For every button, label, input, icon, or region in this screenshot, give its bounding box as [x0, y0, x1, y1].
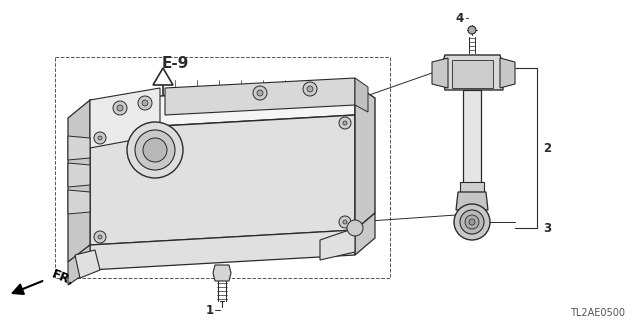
- Polygon shape: [442, 55, 503, 90]
- Circle shape: [347, 220, 363, 236]
- Polygon shape: [68, 190, 90, 214]
- Polygon shape: [165, 78, 355, 115]
- Circle shape: [257, 90, 263, 96]
- Polygon shape: [90, 115, 355, 245]
- Text: 3: 3: [543, 221, 551, 235]
- Circle shape: [142, 100, 148, 106]
- Polygon shape: [460, 182, 484, 192]
- Polygon shape: [68, 163, 90, 187]
- Text: TL2AE0500: TL2AE0500: [570, 308, 625, 318]
- Circle shape: [469, 219, 475, 225]
- Circle shape: [339, 117, 351, 129]
- Circle shape: [454, 204, 490, 240]
- Polygon shape: [456, 192, 488, 210]
- Polygon shape: [355, 78, 368, 112]
- Circle shape: [135, 130, 175, 170]
- Circle shape: [468, 26, 476, 34]
- Circle shape: [94, 231, 106, 243]
- Circle shape: [465, 215, 479, 229]
- Circle shape: [303, 82, 317, 96]
- Polygon shape: [320, 228, 355, 260]
- Polygon shape: [213, 265, 231, 281]
- Polygon shape: [90, 230, 355, 270]
- Polygon shape: [463, 90, 481, 185]
- Circle shape: [460, 210, 484, 234]
- Circle shape: [113, 101, 127, 115]
- Polygon shape: [68, 136, 90, 160]
- Text: 4: 4: [456, 12, 464, 25]
- Polygon shape: [75, 250, 100, 278]
- Polygon shape: [432, 58, 448, 88]
- Circle shape: [94, 132, 106, 144]
- Circle shape: [307, 86, 313, 92]
- Circle shape: [253, 86, 267, 100]
- Text: E-9: E-9: [161, 55, 189, 70]
- Polygon shape: [90, 88, 160, 148]
- Polygon shape: [68, 100, 90, 262]
- Text: 2: 2: [543, 141, 551, 155]
- Circle shape: [143, 138, 167, 162]
- Polygon shape: [500, 58, 515, 88]
- Circle shape: [98, 136, 102, 140]
- Circle shape: [98, 235, 102, 239]
- Polygon shape: [153, 68, 173, 85]
- Circle shape: [343, 121, 347, 125]
- Text: FR.: FR.: [50, 268, 76, 288]
- Polygon shape: [68, 245, 90, 285]
- Polygon shape: [355, 213, 375, 255]
- Circle shape: [127, 122, 183, 178]
- Circle shape: [343, 220, 347, 224]
- Polygon shape: [355, 85, 375, 230]
- Circle shape: [117, 105, 123, 111]
- Circle shape: [138, 96, 152, 110]
- Text: 1: 1: [206, 303, 214, 316]
- Polygon shape: [90, 85, 355, 130]
- Circle shape: [339, 216, 351, 228]
- Polygon shape: [452, 60, 493, 88]
